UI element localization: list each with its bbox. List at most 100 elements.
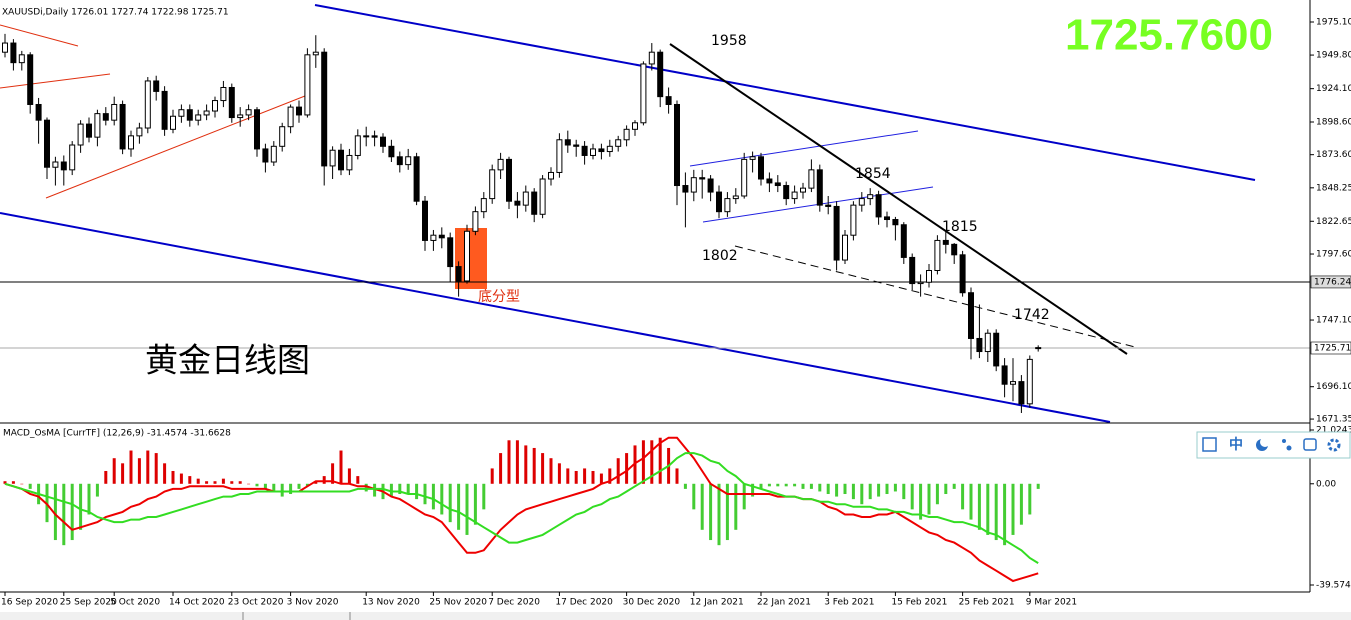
histogram-bar xyxy=(305,483,309,487)
histogram-bar xyxy=(423,483,427,505)
chart-caption: 黄金日线图 xyxy=(145,341,310,380)
candle-body xyxy=(976,337,983,353)
candle-body xyxy=(455,266,462,282)
candle-body xyxy=(44,119,50,168)
candle-body xyxy=(220,86,227,102)
icon-resize[interactable] xyxy=(1202,437,1217,452)
histogram-bar xyxy=(389,483,393,497)
candle-body xyxy=(388,145,395,158)
x-tick-label: 12 Jan 2021 xyxy=(690,598,744,608)
y-tick-label: -39.5745 xyxy=(1316,581,1351,591)
histogram-bar xyxy=(457,483,461,530)
candle-body xyxy=(800,187,806,193)
histogram-bar xyxy=(566,468,570,484)
histogram-bar xyxy=(482,483,486,510)
histogram-bar xyxy=(793,483,797,487)
histogram-bar xyxy=(784,483,788,487)
pattern-label: 底分型 xyxy=(478,289,520,305)
candle-body xyxy=(422,200,428,241)
icon-settings[interactable] xyxy=(1327,438,1341,452)
histogram-bar xyxy=(179,473,183,484)
y-tick-label: 1949.80 xyxy=(1316,51,1351,61)
histogram-bar xyxy=(196,478,200,484)
candle-body xyxy=(245,109,252,116)
histogram-bar xyxy=(818,483,822,492)
candle-body xyxy=(539,178,546,215)
candle-body xyxy=(287,106,294,128)
candle-body xyxy=(1026,358,1033,405)
histogram-bar xyxy=(28,483,32,489)
candle-body xyxy=(506,158,512,202)
candle-body xyxy=(548,171,554,180)
candle-body xyxy=(934,239,941,271)
candle-body xyxy=(10,42,17,64)
x-tick-label: 30 Dec 2020 xyxy=(623,598,681,608)
histogram-bar xyxy=(499,453,503,484)
histogram-bar xyxy=(541,453,545,484)
histogram-bar xyxy=(616,458,620,484)
histogram-bar xyxy=(373,483,377,497)
icon-shirt[interactable] xyxy=(1303,438,1317,451)
candle-body xyxy=(304,54,311,116)
histogram-bar xyxy=(608,468,612,484)
y-tick-label: 1671.35 xyxy=(1316,415,1351,425)
icon-dots[interactable] xyxy=(1282,439,1286,443)
toolbar-lang[interactable]: 中 xyxy=(1229,436,1243,453)
candle-body xyxy=(648,51,655,65)
histogram-bar xyxy=(877,483,881,497)
candle-body xyxy=(867,194,874,200)
candle-body xyxy=(430,234,437,241)
histogram-bar xyxy=(961,483,965,510)
x-tick-label: 7 Dec 2020 xyxy=(488,598,540,608)
y-tick-label: 0.00 xyxy=(1316,479,1336,489)
histogram-bar xyxy=(272,483,276,492)
histogram-bar xyxy=(53,483,57,541)
candle-body xyxy=(380,136,386,147)
candle-body xyxy=(296,106,302,116)
candle-body xyxy=(858,198,865,206)
candle-body xyxy=(102,113,109,121)
histogram-bar xyxy=(70,483,74,541)
histogram-bar xyxy=(490,468,494,484)
candle-body xyxy=(1018,381,1025,405)
candle-body xyxy=(926,269,932,283)
histogram-bar xyxy=(205,481,209,484)
histogram-bar xyxy=(574,470,578,484)
histogram-bar xyxy=(364,483,368,492)
candle-body xyxy=(94,113,101,138)
x-tick-label: 3 Nov 2020 xyxy=(287,598,339,608)
candle-body xyxy=(27,54,34,105)
histogram-bar xyxy=(700,483,704,530)
y-tick-label: 1924.10 xyxy=(1316,84,1351,94)
candle-body xyxy=(2,42,8,53)
histogram-bar xyxy=(725,483,729,541)
histogram-bar xyxy=(641,440,645,484)
histogram-bar xyxy=(944,483,948,495)
histogram-bar xyxy=(1019,483,1023,525)
histogram-bar xyxy=(776,483,780,487)
annotation: 1802 xyxy=(702,248,738,264)
histogram-bar xyxy=(104,470,108,484)
candle-body xyxy=(984,332,991,353)
histogram-bar xyxy=(1036,483,1040,489)
histogram-bar xyxy=(247,483,251,485)
annotation: 1742 xyxy=(1014,307,1050,323)
candle-body xyxy=(413,156,420,202)
histogram-bar xyxy=(826,483,830,495)
x-tick-label: 25 Sep 2020 xyxy=(60,598,117,608)
candle-body xyxy=(942,239,949,245)
histogram-bar xyxy=(431,483,435,510)
candle-body xyxy=(178,109,185,117)
candle-body xyxy=(447,237,454,268)
red-line xyxy=(0,24,79,47)
plot-layer: 1975.10 1949.80 1924.10 1898.60 1873.60 1848.… xyxy=(0,18,1351,608)
candle-body xyxy=(716,191,722,213)
x-tick-label: 3 Feb 2021 xyxy=(824,598,874,608)
histogram-bar xyxy=(557,463,561,484)
histogram-bar xyxy=(465,483,469,535)
candle-body xyxy=(875,194,882,218)
histogram-bar xyxy=(188,476,192,484)
channel-upper xyxy=(314,4,1256,181)
histogram-bar xyxy=(986,483,990,535)
